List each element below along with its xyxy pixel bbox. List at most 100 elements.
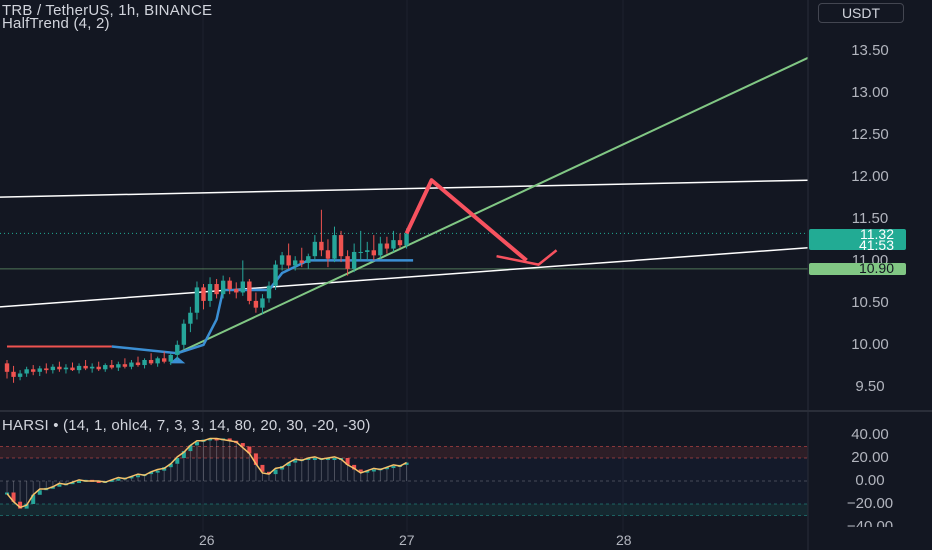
price-label: 13.00 [851,84,889,101]
candle-body [194,287,200,313]
candle-body [332,235,337,259]
candle-body [319,241,324,251]
ha-candle [345,458,350,465]
currency-button[interactable]: USDT [818,3,904,23]
candle-body [162,358,167,362]
ha-candle [391,466,396,469]
halftrend-indicator-label[interactable]: HalfTrend (4, 2) [2,15,110,32]
candle-body [116,364,121,368]
price-label: 12.00 [851,168,889,185]
candle-body [391,240,396,249]
projection-arrowhead [496,249,558,266]
ha-candle [273,469,278,475]
ha-candle [31,494,36,504]
ha-candle [358,469,363,472]
candle-body [273,264,278,286]
ha-candle [227,438,232,441]
ha-candle [214,438,219,441]
trendline [0,179,809,198]
ha-candle [50,486,55,489]
candle-body [260,298,265,308]
ha-candle [175,458,180,464]
candle-body [299,260,304,263]
candle-body [207,284,213,301]
trendline [176,56,809,355]
candle-body [351,251,357,269]
candle-body [365,250,370,252]
trendline [0,246,809,308]
candle-body [253,300,259,308]
current-price-tag: 11.32 41:53 [809,226,906,252]
oscillator [5,437,409,509]
candle-body [286,255,291,266]
candle-body [44,368,49,371]
ha-candle [188,445,193,452]
ha-candle [181,451,186,458]
ha-candle [312,458,317,460]
candle-body [142,359,147,366]
candle-body [201,287,206,301]
candle-body [247,281,252,301]
ha-candle [332,458,337,460]
candle-body [175,344,180,355]
candle-body [345,256,350,269]
ha-candle [149,471,154,475]
candle-body [96,366,101,370]
candle-body [234,289,239,293]
candle-body [148,359,154,364]
candle-body [155,358,160,364]
candle-body [397,240,403,246]
ha-candle [371,469,376,472]
ha-candle [352,464,357,470]
candle-body [109,365,114,368]
ha-candle [5,492,9,495]
candle-body [371,250,376,256]
candle-body [4,363,10,372]
candle-body [129,362,134,367]
time-label: 27 [399,532,415,548]
oscillator-label: 40.00 [851,426,889,443]
candle-body [168,354,173,362]
candle-body [63,367,69,370]
trendlines[interactable] [0,56,809,355]
candle-body [240,281,245,293]
ha-candle [18,501,23,509]
time-label: 26 [199,532,215,548]
current-price: 11.32 [860,226,894,242]
candle-body [358,251,363,253]
candle-body [122,364,128,367]
candle-body [89,366,95,369]
ha-candle [116,478,121,481]
candle-body [220,280,226,295]
candle-body [11,371,16,377]
candle-body [293,260,298,266]
candle-body [325,250,331,259]
candle-body [83,365,88,369]
harsi-indicator-label[interactable]: HARSI • (14, 1, ohlc4, 7, 3, 3, 14, 80, … [2,417,371,434]
oversold-band [0,504,808,516]
grid [202,0,624,532]
ha-candle [247,446,252,454]
candle-body [135,362,141,366]
ha-candle [136,475,140,478]
ha-candle [365,470,370,473]
oscillator-label: 0.00 [855,472,885,489]
ha-candle [24,504,29,509]
candle-body [306,256,311,263]
ha-candle [208,438,213,441]
overbought-band [0,446,808,458]
price-label: 11.50 [851,210,889,227]
horizontal-level-tag: 10.90 [809,261,906,275]
symbol-title[interactable]: TRB / TetherUS, 1h, BINANCE [2,2,213,19]
candle-body [24,369,29,374]
candle-body [188,312,193,324]
candle-body [37,368,42,372]
candle-body [76,365,82,371]
candle-body [378,243,383,256]
ha-candle [37,490,42,495]
projection-arrow[interactable] [404,178,558,266]
ha-candle [70,482,75,485]
ha-candle [253,453,258,465]
oscillator-label: 20.00 [851,449,889,466]
